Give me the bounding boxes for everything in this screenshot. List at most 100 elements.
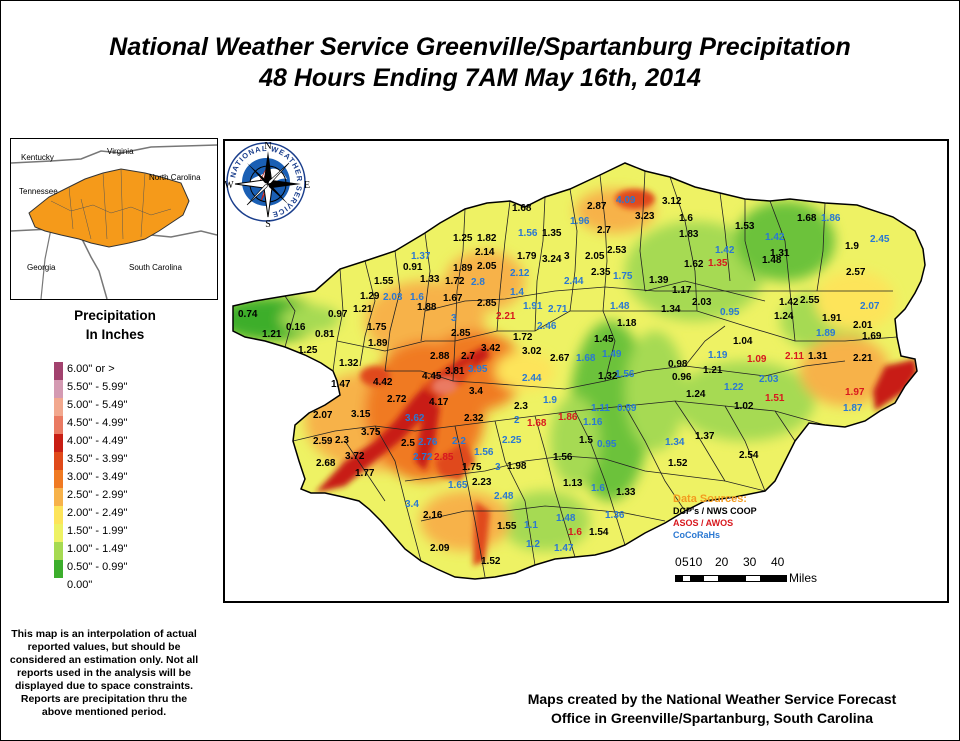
station-value: 3.12 [662, 196, 682, 207]
station-value: 1.53 [735, 221, 755, 232]
map-title: National Weather Service Greenville/Spar… [0, 32, 960, 94]
station-value: 1.48 [610, 301, 630, 312]
station-value: 2.53 [607, 245, 627, 256]
station-value: 2.01 [853, 320, 873, 331]
station-value: 1.36 [605, 510, 625, 521]
legend-swatch [54, 434, 63, 452]
station-value: 2.57 [846, 267, 866, 278]
station-value: 1.68 [576, 353, 596, 364]
station-value: 2.35 [591, 267, 611, 278]
station-value: 2.72 [387, 394, 407, 405]
scale-tick: 5 [682, 555, 689, 569]
station-value: 1.11 [591, 403, 610, 414]
station-value: 1.45 [594, 334, 614, 345]
station-value: 2.68 [316, 458, 336, 469]
legend-swatch [54, 524, 63, 542]
station-value: 2.85 [451, 328, 471, 339]
scale-bar-graphic [675, 575, 787, 582]
station-value: 1.72 [513, 332, 533, 343]
scale-unit: Miles [789, 571, 818, 585]
legend-label: 4.50" - 4.99" [67, 417, 128, 429]
disclaimer-text: This map is an interpolation of actual r… [9, 628, 199, 718]
title-line-1: National Weather Service Greenville/Spar… [109, 33, 851, 61]
inset-label-tennessee: Tennessee [19, 187, 58, 196]
station-value: 1.49 [602, 349, 622, 360]
station-value: 1.56 [553, 452, 573, 463]
station-value: 1.98 [507, 461, 527, 472]
station-value: 3 [495, 462, 501, 473]
station-value: 2.2 [452, 436, 466, 447]
station-value: 1.77 [355, 468, 375, 479]
station-value: 1.25 [453, 233, 473, 244]
legend-title-line-2: In Inches [85, 327, 145, 342]
locator-inset-map: Kentucky Virginia North Carolina Tenness… [10, 138, 218, 300]
station-value: 1.48 [556, 513, 576, 524]
legend-label: 5.50" - 5.99" [67, 381, 128, 393]
inset-map-graphic [11, 144, 217, 299]
station-value: 1.87 [843, 403, 863, 414]
station-value: 2.88 [430, 351, 450, 362]
station-value: 3.24 [542, 254, 562, 265]
station-value: 1.35 [542, 228, 562, 239]
source-cocorahs: CoCoRaHs [673, 530, 721, 540]
station-value: 1.29 [360, 291, 380, 302]
precipitation-surface [232, 162, 926, 580]
station-value: 2.71 [548, 304, 568, 315]
station-value: 1.75 [367, 322, 387, 333]
station-value: 0.98 [668, 359, 688, 370]
scale-tick: 40 [771, 555, 785, 569]
legend-labels: 6.00" or > 5.50" - 5.99" 5.00" - 5.49" 4.50… [67, 360, 127, 594]
compass-s: S [265, 219, 271, 227]
station-value: 1.34 [665, 437, 685, 448]
source-asos: ASOS / AWOS [673, 518, 734, 528]
scale-bar: 0 5 10 20 30 40 Miles [671, 555, 821, 587]
station-value: 2.48 [494, 491, 514, 502]
data-sources-title: Data Sources: [673, 493, 747, 505]
station-value: 4.45 [422, 371, 442, 382]
station-value: 2.16 [423, 510, 443, 521]
inset-label-virginia: Virginia [107, 147, 134, 156]
inset-label-georgia: Georgia [27, 263, 56, 272]
station-value: 1.09 [747, 354, 767, 365]
station-value: 1.34 [661, 304, 681, 315]
legend-label: 3.50" - 3.99" [67, 453, 128, 465]
station-value: 1.9 [543, 395, 557, 406]
station-value: 2.12 [510, 268, 530, 279]
station-value: 1.33 [616, 487, 636, 498]
station-value: 4.09 [616, 195, 636, 206]
station-value: 1.88 [417, 302, 437, 313]
station-value: 1.5 [579, 435, 593, 446]
legend-swatch [54, 488, 63, 506]
source-coop: DCP's / NWS COOP [673, 506, 757, 516]
legend-swatch [54, 470, 63, 488]
station-value: 2.25 [502, 435, 522, 446]
station-value: 1.55 [497, 521, 517, 532]
compass-w: W [225, 180, 234, 191]
station-value: 1.52 [481, 556, 501, 567]
station-value: 1.47 [554, 543, 574, 554]
station-value: 1.69 [862, 331, 882, 342]
station-value: 0.97 [328, 309, 348, 320]
station-value: 1.47 [331, 379, 351, 390]
station-value: 0.16 [286, 322, 306, 333]
station-value: 3.72 [345, 451, 365, 462]
station-value: 1.56 [615, 369, 635, 380]
station-value: 1.42 [765, 232, 785, 243]
station-value: 1.17 [672, 285, 692, 296]
precipitation-map: 1.68 2.87 4.09 3.12 3.23 1.96 1.6 1.53 1.68 1.86 1… [223, 139, 949, 603]
legend-label: 2.00" - 2.49" [67, 507, 128, 519]
station-value: 1.33 [420, 274, 440, 285]
station-value: 2.03 [692, 297, 712, 308]
station-value: 1.75 [613, 271, 633, 282]
station-value: 0.95 [597, 439, 617, 450]
scale-tick: 0 [675, 555, 682, 569]
station-value: 2.11 [785, 351, 804, 362]
station-value: 2.55 [800, 295, 820, 306]
station-value: 2.44 [564, 276, 584, 287]
station-value: 1.6 [679, 213, 693, 224]
station-value: 2.14 [475, 247, 495, 258]
legend-swatch [54, 578, 63, 596]
legend-label: 5.00" - 5.49" [67, 399, 128, 411]
station-value: 1.89 [368, 338, 388, 349]
station-value: 1.6 [591, 483, 605, 494]
